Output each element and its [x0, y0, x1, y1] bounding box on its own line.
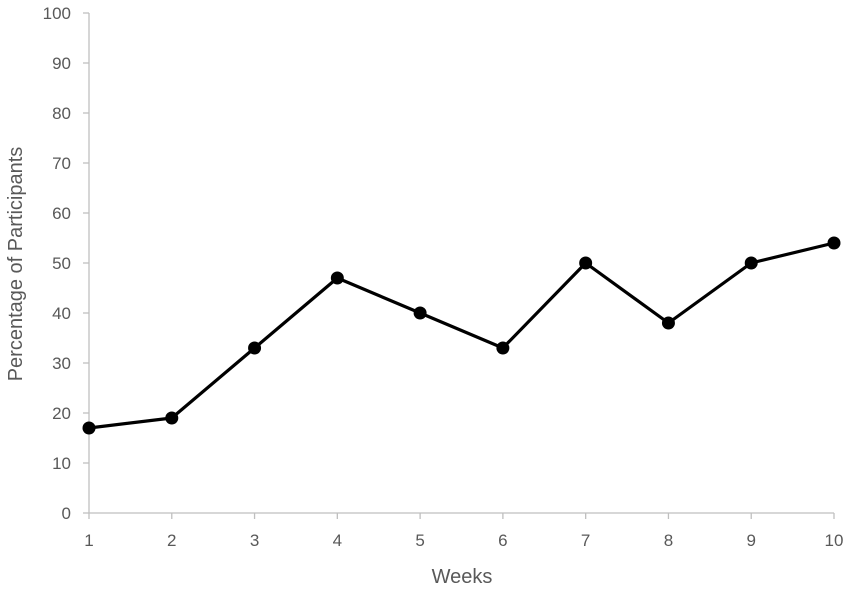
y-tick-label: 90 — [52, 54, 71, 73]
data-point — [579, 256, 593, 270]
x-axis-title: Weeks — [432, 566, 493, 588]
data-point — [661, 316, 675, 330]
data-point — [413, 306, 427, 320]
x-tick-label: 8 — [664, 531, 673, 550]
y-tick-label: 20 — [52, 404, 71, 423]
y-axis-ticks: 0 10 20 30 40 50 60 70 80 90 100 — [43, 4, 89, 523]
x-tick-label: 1 — [84, 531, 93, 550]
y-axis-title: Percentage of Participants — [5, 147, 27, 382]
y-tick-label: 10 — [52, 454, 71, 473]
data-point — [496, 341, 510, 355]
y-tick-label: 100 — [43, 4, 71, 23]
x-axis-ticks: 1 2 3 4 5 6 7 8 9 10 — [84, 513, 843, 550]
x-tick-label: 5 — [415, 531, 424, 550]
data-point — [330, 271, 344, 285]
y-tick-label: 70 — [52, 154, 71, 173]
x-tick-label: 3 — [250, 531, 259, 550]
data-point — [165, 411, 179, 425]
x-tick-label: 7 — [581, 531, 590, 550]
x-tick-label: 9 — [746, 531, 755, 550]
axes — [88, 13, 834, 514]
y-tick-label: 0 — [62, 504, 71, 523]
y-tick-label: 50 — [52, 254, 71, 273]
y-tick-label: 30 — [52, 354, 71, 373]
x-tick-label: 6 — [498, 531, 507, 550]
y-tick-label: 40 — [52, 304, 71, 323]
y-tick-label: 60 — [52, 204, 71, 223]
data-point — [827, 236, 841, 250]
x-tick-label: 10 — [825, 531, 844, 550]
y-tick-label: 80 — [52, 104, 71, 123]
data-point — [82, 421, 96, 435]
series-line — [88, 241, 835, 430]
data-point — [744, 256, 758, 270]
plot-area — [82, 236, 841, 435]
data-point — [248, 341, 262, 355]
x-tick-label: 2 — [167, 531, 176, 550]
x-tick-label: 4 — [333, 531, 342, 550]
